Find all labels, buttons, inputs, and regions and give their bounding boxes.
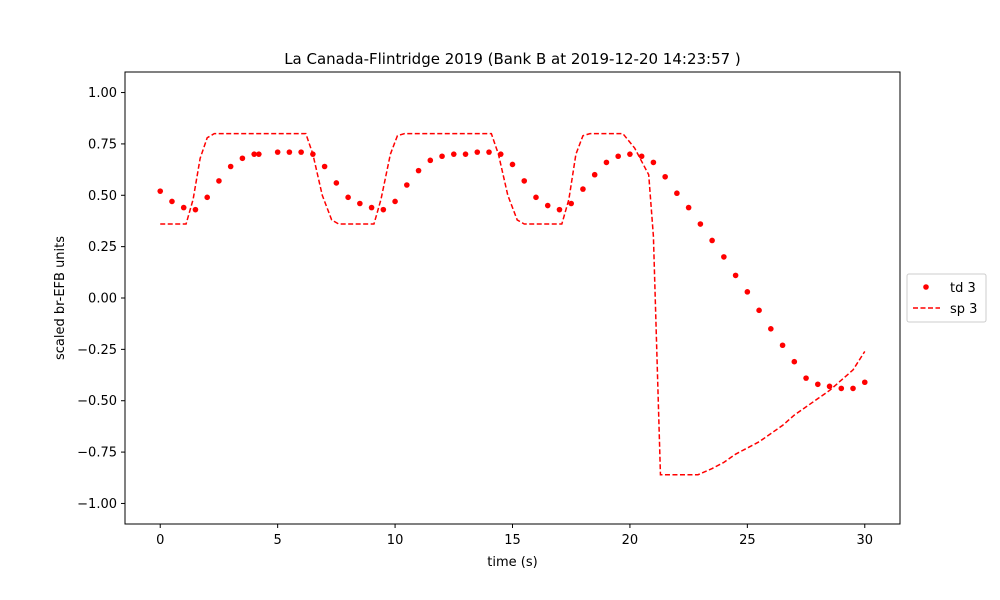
data-point-td3 <box>392 198 398 205</box>
data-point-td3 <box>638 153 645 160</box>
plot-area <box>157 132 868 476</box>
x-tick-label: 20 <box>622 533 639 548</box>
data-point-td3 <box>697 221 704 227</box>
data-point-td3 <box>227 163 234 170</box>
data-point-td3 <box>791 358 798 365</box>
data-point-td3 <box>568 200 575 207</box>
data-point-td3 <box>685 204 692 211</box>
data-point-td3 <box>274 149 281 155</box>
data-point-td3 <box>333 180 340 186</box>
data-point-td3 <box>357 200 363 207</box>
y-tick-label: 0.00 <box>88 292 117 307</box>
data-point-td3 <box>850 385 856 392</box>
data-point-td3 <box>239 155 246 162</box>
x-axis: 0 5 10 15 20 25 30 <box>156 524 873 548</box>
data-point-td3 <box>192 206 199 213</box>
data-point-td3 <box>380 206 387 213</box>
data-point-td3 <box>826 383 833 390</box>
y-tick-label: 0.50 <box>88 189 117 204</box>
data-point-td3 <box>580 186 586 192</box>
data-point-td3 <box>415 167 422 174</box>
data-point-td3 <box>321 163 328 170</box>
data-point-td3 <box>591 171 598 178</box>
data-point-td3 <box>815 381 821 388</box>
data-point-td3 <box>251 151 257 157</box>
x-tick-label: 30 <box>856 533 873 548</box>
data-point-td3 <box>662 173 668 180</box>
data-point-td3 <box>803 375 809 381</box>
x-tick-label: 0 <box>156 533 164 548</box>
legend: td 3 sp 3 <box>906 273 987 323</box>
data-point-td3 <box>838 385 845 392</box>
data-point-td3 <box>732 272 739 279</box>
y-tick-label: 0.75 <box>88 137 117 152</box>
y-axis: −1.00 −0.75 −0.50 −0.25 0.00 0.25 0.50 0.75 1.00 <box>77 86 125 512</box>
data-point-td3 <box>674 190 680 197</box>
legend-label-sp3: sp 3 <box>950 302 977 317</box>
data-point-td3 <box>650 159 657 166</box>
data-point-td3 <box>779 342 786 349</box>
data-point-td3 <box>627 151 633 157</box>
y-tick-label: −0.50 <box>77 394 117 409</box>
data-point-td3 <box>709 237 715 244</box>
data-point-td3 <box>721 254 727 260</box>
data-point-td3 <box>744 289 751 295</box>
data-point-td3 <box>615 153 621 160</box>
data-point-td3 <box>509 161 516 168</box>
y-tick-label: 1.00 <box>88 86 117 101</box>
data-point-td3 <box>861 379 868 386</box>
data-point-td3 <box>157 188 164 194</box>
series-line-sp3 <box>160 132 866 476</box>
data-point-td3 <box>439 153 445 160</box>
data-point-td3 <box>474 149 481 155</box>
x-tick-label: 5 <box>274 533 282 548</box>
y-axis-label: scaled br-EFB units <box>53 236 68 360</box>
data-point-td3 <box>368 204 375 211</box>
data-point-td3 <box>556 206 563 213</box>
data-point-td3 <box>286 149 293 155</box>
data-point-td3 <box>404 182 410 188</box>
data-point-td3 <box>462 151 469 157</box>
data-point-td3 <box>544 202 551 209</box>
data-point-td3 <box>345 194 351 201</box>
data-point-td3 <box>603 159 610 166</box>
data-point-td3 <box>450 151 457 157</box>
x-tick-label: 15 <box>504 533 521 548</box>
y-tick-label: −0.75 <box>77 446 117 461</box>
y-tick-label: −1.00 <box>77 497 117 512</box>
legend-label-td3: td 3 <box>950 281 976 296</box>
data-point-td3 <box>533 194 539 201</box>
data-point-td3 <box>216 178 222 184</box>
y-tick-label: −0.25 <box>77 343 117 358</box>
chart-title: La Canada-Flintridge 2019 (Bank B at 201… <box>284 50 741 68</box>
data-point-td3 <box>169 198 175 205</box>
data-point-td3 <box>204 194 210 201</box>
x-tick-label: 10 <box>387 533 404 548</box>
data-point-td3 <box>486 149 492 155</box>
x-axis-label: time (s) <box>487 555 537 570</box>
data-point-td3 <box>298 149 304 155</box>
data-point-td3 <box>756 307 762 314</box>
x-tick-label: 25 <box>739 533 756 548</box>
data-point-td3 <box>521 178 528 184</box>
data-point-td3 <box>256 151 262 157</box>
data-point-td3 <box>180 204 187 211</box>
legend-marker-td3 <box>923 284 929 290</box>
data-point-td3 <box>427 157 434 164</box>
y-tick-label: 0.25 <box>88 240 117 255</box>
data-point-td3 <box>768 326 774 332</box>
